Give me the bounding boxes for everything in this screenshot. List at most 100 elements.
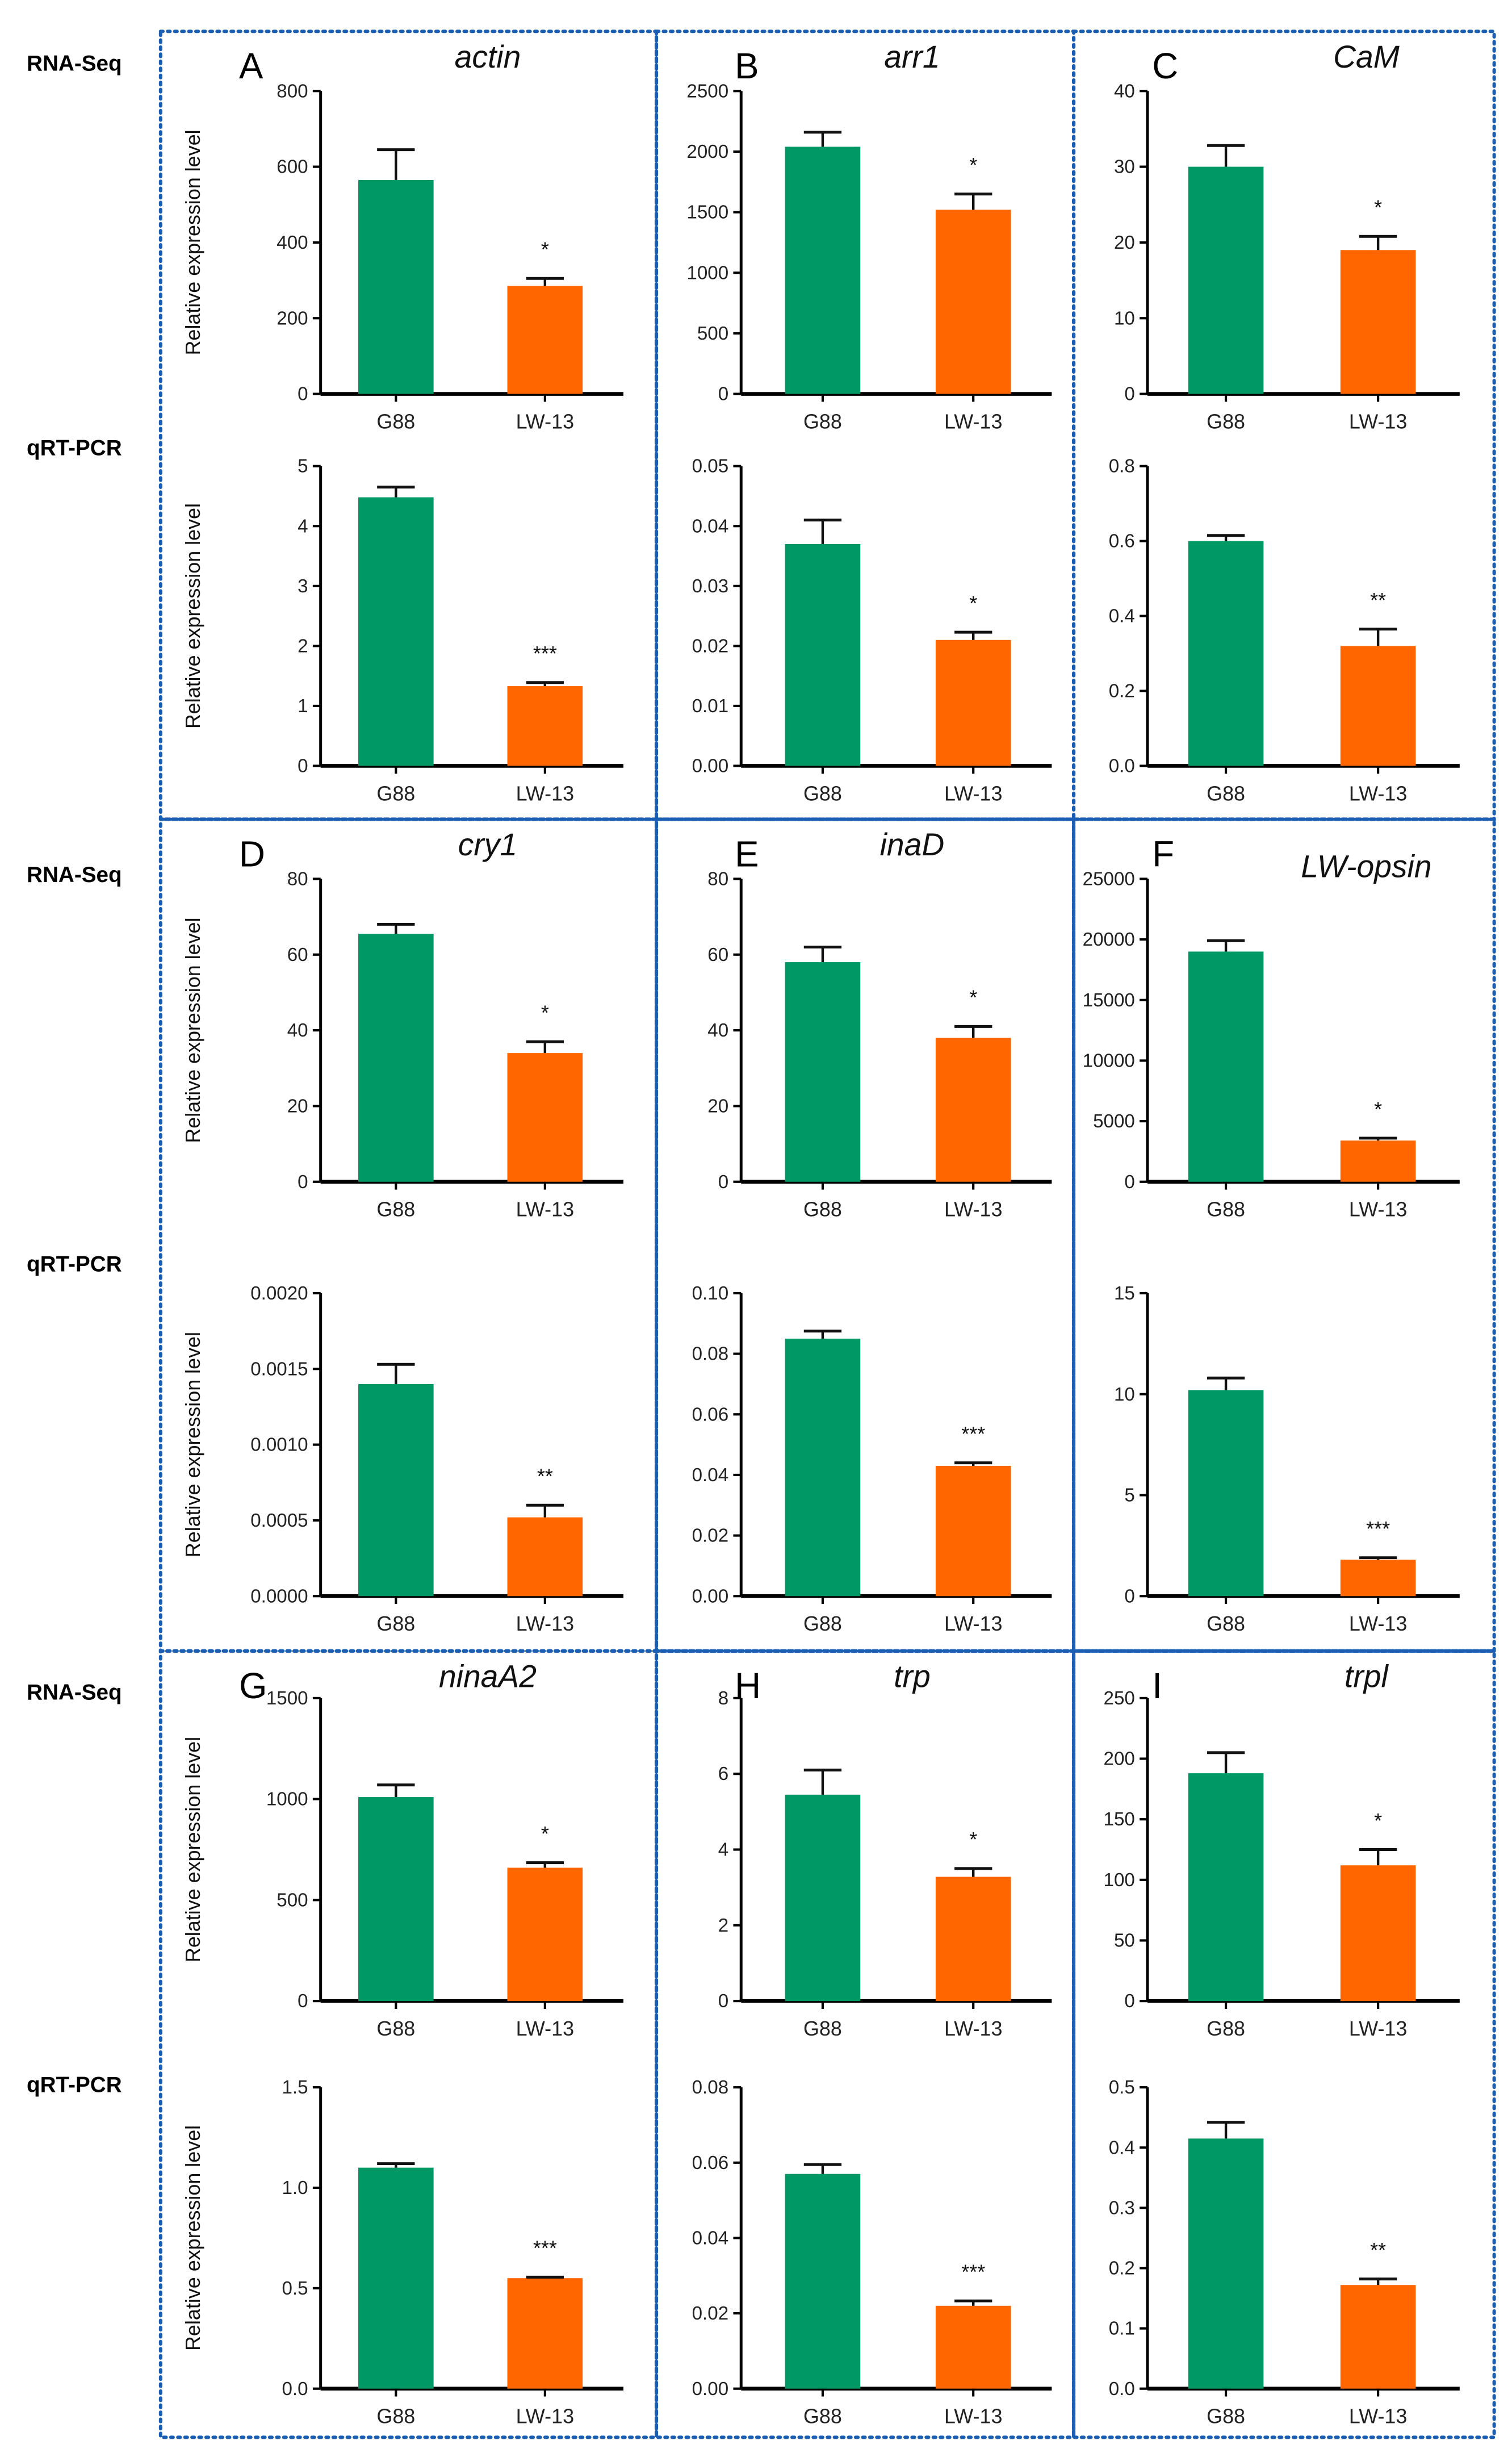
- y-tick-label: 0: [1124, 1991, 1134, 2012]
- bar-g88: [1188, 166, 1264, 394]
- bar-chart-B-qrt-pcr: 0.00 0.01 0.02 0.03 0.04 0.05 G88 LW-13 *: [692, 456, 1052, 805]
- x-tick-label: LW-13: [516, 2017, 574, 2040]
- significance-label: *: [969, 153, 977, 177]
- y-tick-label: 0.0: [282, 2379, 308, 2400]
- chart-title: arr1: [884, 39, 940, 74]
- chart-title: inaD: [880, 827, 945, 862]
- bar-g88: [785, 1338, 861, 1597]
- y-tick-label: 400: [277, 232, 308, 253]
- y-tick-label: 40: [287, 1020, 308, 1041]
- y-tick-label: 500: [697, 323, 728, 344]
- y-axis-label: Relative expression level: [181, 129, 204, 355]
- x-tick-label: LW-13: [944, 409, 1002, 433]
- significance-label: *: [541, 1001, 549, 1024]
- y-tick-label: 10: [1114, 1384, 1135, 1405]
- y-tick-label: 0: [1124, 1586, 1134, 1607]
- panel-letter: D: [239, 834, 265, 874]
- y-axis-label: Relative expression level: [181, 2125, 204, 2351]
- y-tick-label: 0: [298, 384, 308, 405]
- y-tick-label: 1000: [686, 262, 728, 283]
- row-label: qRT-PCR: [27, 1252, 122, 1276]
- y-tick-label: 2000: [686, 141, 728, 162]
- bar-chart-E-qrt-pcr: 0.00 0.02 0.04 0.06 0.08 0.10 G88 LW-13 ***: [692, 1283, 1052, 1635]
- y-tick-label: 100: [1104, 1870, 1135, 1891]
- y-tick-label: 0: [718, 384, 728, 405]
- y-tick-label: 0.5: [1109, 2077, 1135, 2098]
- bar-chart-F-rna-seq: F LW-opsin 0 5000 10000 15000 20000 25000 G88 LW-…: [1083, 834, 1460, 1221]
- bar-lw-13: [1340, 646, 1416, 766]
- significance-label: **: [1370, 588, 1386, 612]
- y-tick-label: 20: [1114, 232, 1135, 253]
- bar-lw-13: [507, 2278, 583, 2389]
- bar-lw-13: [935, 2305, 1011, 2389]
- x-tick-label: LW-13: [516, 409, 574, 433]
- y-tick-label: 200: [277, 308, 308, 329]
- y-tick-label: 0.02: [692, 2303, 729, 2324]
- panel-letter: F: [1152, 834, 1174, 874]
- y-tick-label: 0.00: [692, 2379, 729, 2400]
- x-tick-label: G88: [803, 1612, 842, 1635]
- significance-label: ***: [961, 2260, 985, 2283]
- y-tick-label: 30: [1114, 157, 1135, 178]
- bar-g88: [1188, 1390, 1264, 1597]
- x-tick-label: G88: [803, 2404, 842, 2427]
- x-tick-label: G88: [376, 782, 415, 805]
- y-tick-label: 0.04: [692, 516, 729, 537]
- y-tick-label: 80: [287, 868, 308, 889]
- bar-lw-13: [507, 686, 583, 766]
- row-label: RNA-Seq: [27, 1681, 122, 1705]
- y-tick-label: 250: [1104, 1688, 1135, 1709]
- row-label: RNA-Seq: [27, 863, 122, 887]
- x-tick-label: G88: [1207, 1612, 1245, 1635]
- bar-g88: [358, 934, 434, 1182]
- y-tick-label: 0.2: [1109, 681, 1135, 702]
- x-tick-label: LW-13: [516, 1198, 574, 1221]
- y-tick-label: 0: [298, 1991, 308, 2012]
- bar-lw-13: [507, 1053, 583, 1182]
- y-axis-label: Relative expression level: [181, 1332, 204, 1557]
- y-tick-label: 80: [707, 868, 728, 889]
- x-tick-label: LW-13: [516, 782, 574, 805]
- y-tick-label: 0.00: [692, 756, 729, 777]
- y-tick-label: 0.5: [282, 2278, 308, 2299]
- bar-g88: [1188, 2138, 1264, 2389]
- x-tick-label: LW-13: [944, 1612, 1002, 1635]
- bar-chart-C-qrt-pcr: 0.0 0.2 0.4 0.6 0.8 G88 LW-13 **: [1109, 456, 1460, 805]
- x-tick-label: LW-13: [1349, 1612, 1407, 1635]
- y-tick-label: 6: [718, 1764, 728, 1785]
- y-tick-label: 0.05: [692, 456, 729, 477]
- y-tick-label: 5000: [1093, 1111, 1135, 1132]
- bar-lw-13: [1340, 250, 1416, 394]
- x-tick-label: G88: [376, 409, 415, 433]
- bar-g88: [785, 2174, 861, 2389]
- y-tick-label: 0.4: [1109, 2137, 1135, 2158]
- y-tick-label: 5: [1124, 1485, 1134, 1506]
- x-tick-label: G88: [803, 782, 842, 805]
- y-tick-label: 0.10: [692, 1283, 729, 1304]
- bar-chart-A-qrt-pcr: Relative expression level 0 1 2 3 4 5 G88 LW-13 *…: [181, 456, 624, 805]
- x-tick-label: G88: [803, 409, 842, 433]
- bar-lw-13: [935, 210, 1011, 394]
- significance-label: *: [1374, 1809, 1382, 1832]
- bar-lw-13: [1340, 1865, 1416, 2001]
- x-tick-label: LW-13: [516, 1612, 574, 1635]
- y-tick-label: 0.00: [692, 1586, 729, 1607]
- y-tick-label: 2: [718, 1915, 728, 1936]
- x-tick-label: LW-13: [944, 2017, 1002, 2040]
- y-tick-label: 40: [1114, 81, 1135, 102]
- x-tick-label: G88: [1207, 1198, 1245, 1221]
- y-tick-label: 0.2: [1109, 2258, 1135, 2279]
- bar-chart-F-qrt-pcr: 0 5 10 15 G88 LW-13 ***: [1114, 1283, 1460, 1635]
- row-labels: RNA-Seq qRT-PCR RNA-Seq qRT-PCR RNA-Seq …: [27, 51, 122, 2097]
- y-tick-label: 1000: [266, 1789, 308, 1810]
- bar-lw-13: [1340, 2285, 1416, 2389]
- y-tick-label: 1.0: [282, 2178, 308, 2199]
- y-tick-label: 150: [1104, 1809, 1135, 1830]
- x-tick-label: LW-13: [1349, 1198, 1407, 1221]
- y-tick-label: 0.3: [1109, 2197, 1135, 2218]
- y-tick-label: 0.02: [692, 1526, 729, 1547]
